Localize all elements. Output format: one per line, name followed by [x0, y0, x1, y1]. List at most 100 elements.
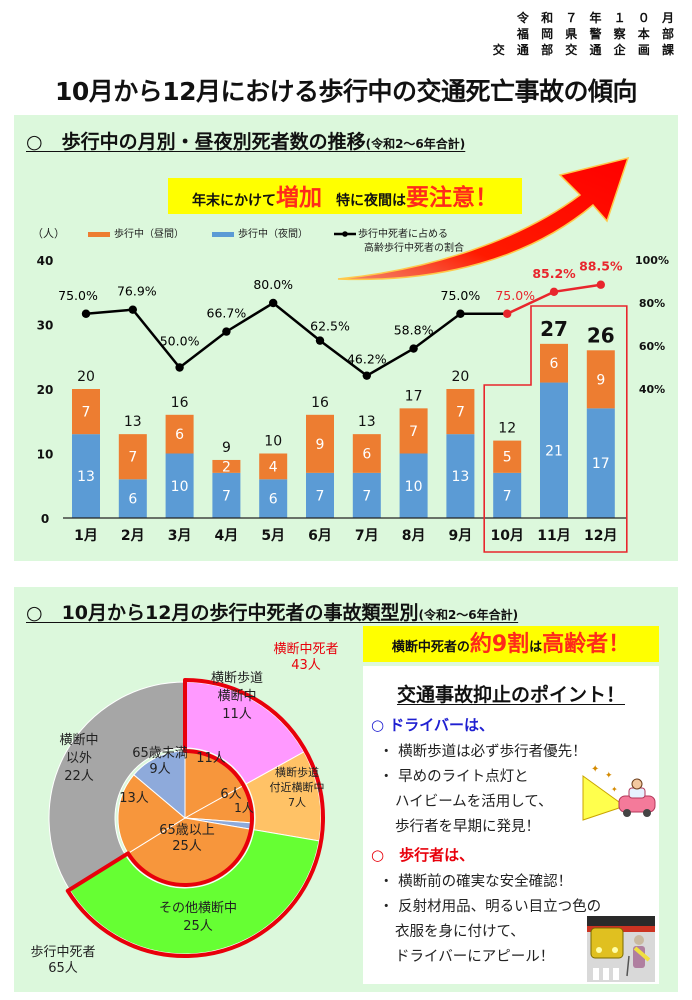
bar-night-label: 10 [405, 479, 423, 495]
y-tick-label: 30 [37, 319, 54, 333]
driver-heading: ○ ドライバーは、 [371, 716, 495, 734]
bar-total-label: 27 [540, 317, 568, 341]
accident-type-pie: 横断歩道横断中11人横断歩道付近横断中7人その他横断中25人横断中以外22人横断… [30, 642, 338, 976]
bar-night-label: 6 [269, 492, 278, 508]
elderly-ratio-point [456, 309, 465, 318]
inner-slice-label: 1人 [234, 801, 254, 815]
elderly-ratio-point [549, 287, 559, 297]
y-tick-label: 0 [41, 512, 49, 526]
car-highbeam-illustration: ✦ ✦ ✦ [582, 764, 656, 821]
cane-icon [626, 955, 630, 977]
elderly-ratio-point [81, 309, 91, 318]
bar-total-label: 16 [311, 395, 329, 411]
bar-night [306, 472, 334, 518]
bar-night-label: 10 [171, 479, 189, 495]
page-title: 10月から12月における歩行中の交通死亡事故の傾向 [54, 77, 638, 106]
x-tick-label: 12月 [584, 528, 617, 544]
outer-slice [48, 681, 186, 891]
callout-text-1: 年末にかけて [192, 193, 276, 209]
inner-slice-label: 11人 [196, 751, 226, 766]
bar-night [399, 453, 428, 518]
inner-slice-label: 13人 [119, 791, 149, 806]
slice-label-near-crosswalk: 7人 [288, 796, 306, 809]
x-tick-label: 5月 [261, 528, 285, 544]
crossing-group-label: 横断中死者 [273, 642, 338, 657]
driver-item-1: ・ 横断歩道は必ず歩行者優先！ [379, 744, 587, 760]
bar-day [586, 350, 615, 409]
issuer-agency: 福 岡 県 警 察 本 部 [516, 27, 678, 41]
y2-tick-label: 40% [639, 383, 665, 396]
car-front-icon [590, 927, 624, 959]
section1-title-note: (令和2～6年合計) [365, 137, 466, 151]
bar-night-label: 13 [451, 469, 469, 485]
highlight-box [483, 305, 628, 553]
elderly-ratio-point [175, 363, 184, 372]
elderly-ratio-label: 85.2% [532, 266, 576, 281]
elderly-ratio-label: 76.9% [117, 284, 157, 299]
elderly-callout: 横断中死者の 約9割 は 高齢者！ [363, 626, 659, 662]
x-tick-label: 8月 [402, 528, 426, 544]
bar-total-label: 20 [77, 369, 95, 385]
bar-total-label: 12 [498, 421, 516, 437]
trend-callout: 年末にかけて 増加 特に夜間は 要注意！ [168, 178, 522, 214]
section2-title-note: (令和2～6年合計) [418, 608, 519, 622]
issuer-date: 令 和 ７ 年 １ ０ 月 [516, 11, 678, 25]
section2-title-text: ○ 10月から12月の歩行中死者の事故類型別 [26, 602, 419, 624]
callout2-emph-elderly: 高齢者！ [542, 632, 631, 657]
bar-night [165, 453, 194, 518]
bar-night [212, 472, 241, 518]
sparkle-icon: ✦ [591, 764, 599, 775]
bar-night [72, 434, 100, 518]
pedestrian-item-2b: 衣服を身に付けて、 [395, 924, 525, 940]
sparkle-icon: ✦ [605, 771, 613, 781]
bar-night [586, 408, 615, 518]
bar-day [165, 414, 194, 454]
bar-day [306, 414, 334, 473]
bar-day [446, 389, 475, 435]
issuer-division: 交 通 部 交 通 企 画 課 [492, 43, 678, 57]
elderly-ratio-label: 66.7% [207, 306, 247, 321]
bar-night [259, 479, 288, 518]
elderly-ratio-label: 46.2% [347, 352, 387, 367]
wheel-icon [643, 809, 651, 817]
callout2-text-1: 横断中死者の [391, 640, 470, 655]
bar-day-label: 9 [596, 372, 605, 388]
slice-label-near-crosswalk: 横断歩道 [275, 765, 319, 779]
x-tick-label: 4月 [215, 528, 239, 544]
y-tick-label: 10 [37, 448, 54, 462]
driver-item-2: ・ 早めのライト点灯と [379, 769, 529, 785]
bar-night-label: 7 [503, 488, 512, 504]
bar-day [352, 434, 381, 473]
bar-total-label: 10 [264, 434, 282, 450]
x-tick-label: 11月 [537, 528, 570, 544]
total-label: 歩行中死者 [30, 945, 95, 960]
outer-slice [68, 829, 320, 955]
bar-day-label: 7 [456, 405, 465, 421]
bar-day-label: 2 [222, 459, 231, 475]
slice-label-crosswalk: 横断中 [217, 689, 256, 704]
elderly-ratio-label: 75.0% [495, 288, 535, 303]
trend-arrow-icon [337, 156, 630, 281]
x-tick-label: 9月 [449, 528, 473, 544]
y2-tick-label: 80% [639, 297, 665, 310]
bar-day-label: 5 [503, 450, 512, 466]
elderly-ratio-point [315, 336, 325, 345]
pedestrian-heading: ○ 歩行者は、 [371, 846, 475, 864]
bar-total-label: 13 [124, 414, 142, 430]
bar-day-label: 7 [409, 424, 418, 440]
reflector-icon [633, 946, 651, 962]
inner-label-over65: 25人 [172, 839, 202, 854]
bar-total-label: 20 [451, 369, 469, 385]
driver-item-2b: ハイビームを活用して、 [395, 794, 553, 810]
bar-day [493, 440, 522, 473]
x-tick-label: 10月 [490, 528, 523, 544]
slice-label-near-crosswalk: 付近横断中 [270, 780, 325, 794]
bar-night-label: 13 [77, 469, 95, 485]
pedestrian-reflector-illustration [587, 916, 655, 982]
bar-day-label: 4 [269, 459, 278, 475]
elderly-ratio-point [409, 344, 418, 353]
slice-label-not-crossing: 22人 [64, 769, 94, 784]
pedestrian-item-2c: ドライバーにアピール！ [395, 949, 555, 965]
bar-night-label: 7 [362, 488, 371, 504]
legend-label-day: 歩行中（昼間） [114, 227, 184, 240]
